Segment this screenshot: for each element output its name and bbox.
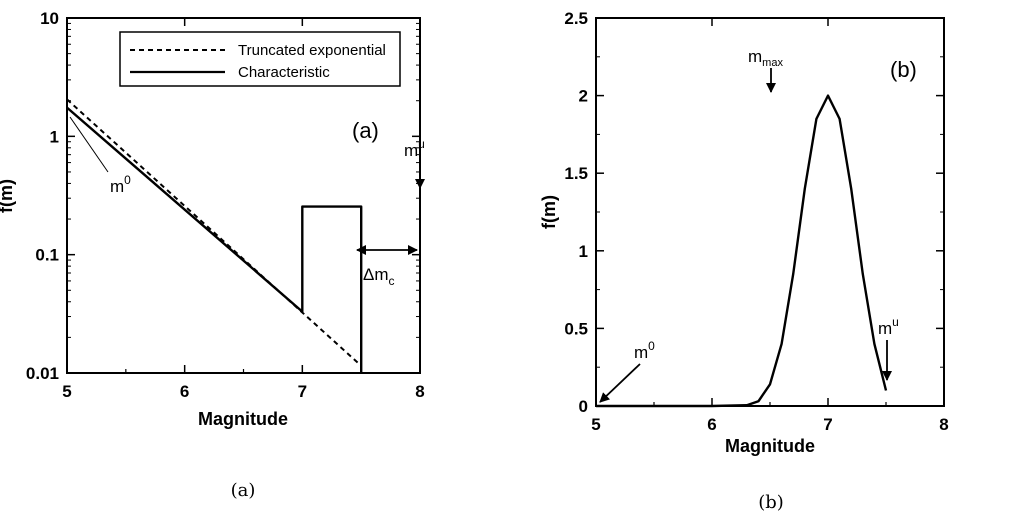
plot-b-marks: [596, 94, 888, 408]
y-axis-title-b: f(m): [539, 195, 559, 229]
y-tick-label: 0.5: [564, 319, 588, 338]
mu-label-b-sup: u: [892, 315, 899, 329]
mmax-label-sub: max: [762, 57, 783, 69]
caption-b: (b): [758, 492, 784, 513]
mu-label-a-base: m: [404, 141, 418, 160]
m0-arrow-b: [599, 363, 641, 403]
m0-label-a-base: m: [110, 177, 124, 196]
plot-a-marks: [66, 98, 363, 373]
caption-a: (a): [231, 480, 256, 501]
y-tick-label: 1: [579, 242, 588, 261]
mu-label-a: mu: [404, 137, 425, 160]
series-line-solid: [66, 106, 363, 373]
mmax-label: mmax: [748, 47, 783, 69]
legend-a-box: [119, 31, 401, 87]
mu-label-a-sup: u: [418, 137, 425, 151]
legend-a: Truncated exponential Characteristic: [119, 31, 401, 87]
x-tick-label: 8: [939, 415, 948, 434]
plot-b-ticks: 5 6 7 8 0 0.5 1 1.5 2 2.5: [564, 9, 948, 434]
delta-mc-label: Δmc: [363, 265, 395, 288]
y-tick-label: 1.5: [564, 164, 588, 183]
y-tick-label: 2.5: [564, 9, 588, 28]
m0-label-a-sup: 0: [124, 173, 131, 187]
chart-panel-a: 5 6 7 8 0.01 0.1 1 10 Truncated exponential Cha…: [0, 9, 425, 501]
y-tick-label: 2: [579, 87, 588, 106]
x-tick-label: 6: [707, 415, 716, 434]
x-tick-label: 8: [415, 382, 424, 401]
m0-label-a: m0: [110, 173, 131, 196]
x-tick-label: 7: [823, 415, 832, 434]
x-axis-title-a: Magnitude: [198, 409, 288, 429]
m0-leader-line-a: [69, 116, 109, 173]
panel-tag-a: (a): [352, 118, 379, 143]
delta-mc-label-base: Δm: [363, 265, 389, 284]
mu-label-b: mu: [878, 315, 899, 338]
x-tick-label: 5: [62, 382, 71, 401]
delta-mc-label-sub: c: [389, 274, 395, 288]
y-tick-label: 0: [579, 397, 588, 416]
y-tick-label: 0.01: [26, 364, 59, 383]
legend-a-label-characteristic: Characteristic: [238, 64, 330, 81]
plot-a-ticks: 5 6 7 8 0.01 0.1 1 10: [26, 9, 425, 401]
x-tick-label: 7: [298, 382, 307, 401]
y-tick-label: 1: [50, 127, 59, 146]
x-axis-title-b: Magnitude: [725, 436, 815, 456]
x-tick-label: 6: [180, 382, 189, 401]
y-axis-title-a: f(m): [0, 179, 16, 213]
chart-panel-b: 5 6 7 800.511.522.5 (b) mmax m0 mu Magnitud…: [539, 9, 949, 513]
y-tick-label: 10: [40, 9, 59, 28]
y-tick-label: 0.1: [35, 246, 59, 265]
panel-tag-b: (b): [890, 57, 917, 82]
series-line-dashed: [66, 98, 362, 367]
legend-a-label-truncated: Truncated exponential: [238, 42, 386, 59]
m0-label-b-base: m: [634, 343, 648, 362]
mmax-label-base: m: [748, 47, 762, 66]
x-tick-label: 5: [591, 415, 600, 434]
m0-label-b: m0: [634, 339, 655, 362]
mu-label-b-base: m: [878, 319, 892, 338]
series-line-solid: [596, 94, 888, 408]
m0-label-b-sup: 0: [648, 339, 655, 353]
